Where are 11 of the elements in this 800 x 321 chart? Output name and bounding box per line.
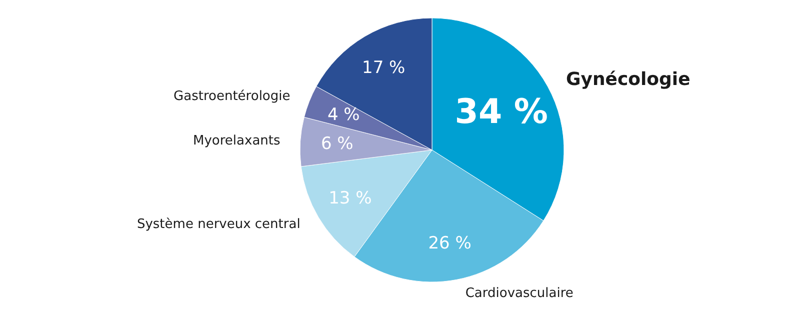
data-label: 13 % (328, 188, 372, 208)
slice-label: Système nerveux central (136, 216, 300, 232)
data-label: 4 % (327, 105, 360, 126)
slice-label: Gastroentérologie (174, 88, 290, 104)
slice-label: Myorelaxants (193, 133, 280, 148)
data-label: 26 % (428, 233, 472, 254)
data-label: 17 % (362, 58, 406, 78)
data-label: 6 % (320, 134, 354, 154)
slice-label: Cardiovasculaire (465, 286, 574, 301)
data-label: 34 % (454, 92, 548, 132)
slice-label: Gynécologie (566, 69, 690, 90)
